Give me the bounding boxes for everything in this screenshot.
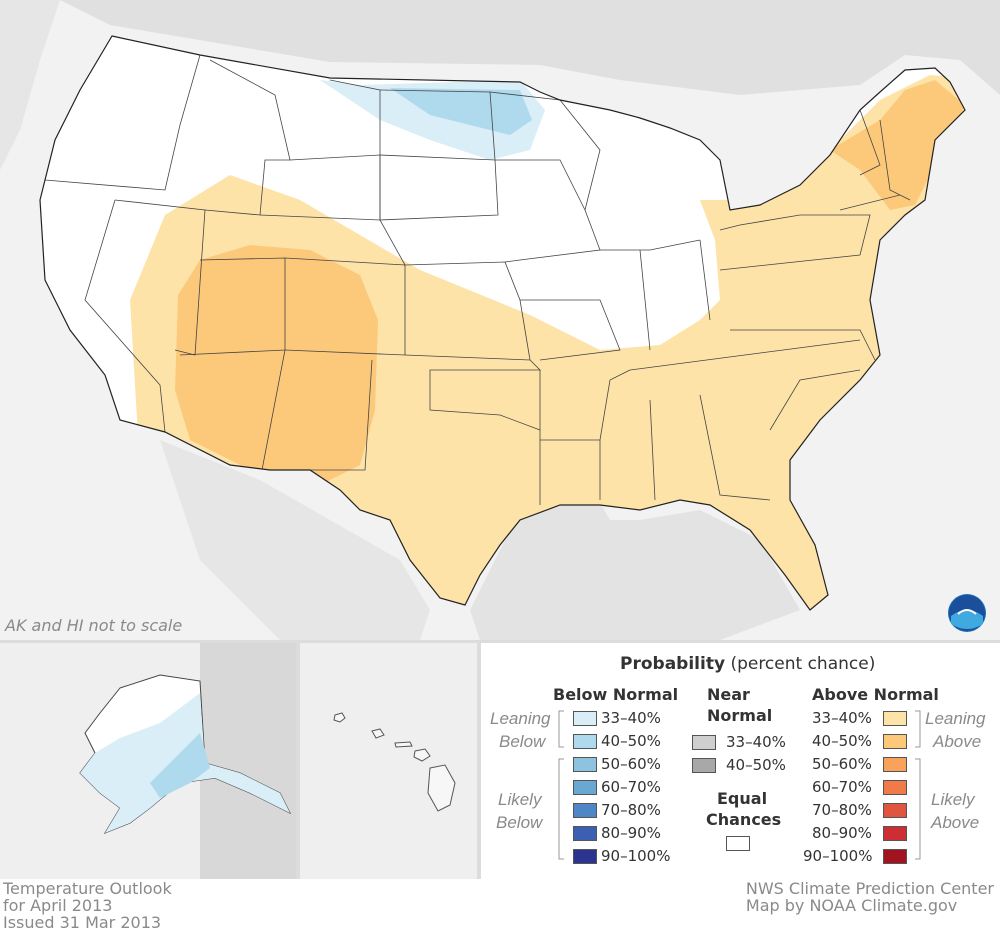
above-50-60-label: 50–60% bbox=[812, 755, 872, 773]
leaning-above-label-2: Above bbox=[933, 732, 982, 751]
outlook-title: Temperature Outlook bbox=[3, 879, 172, 898]
below-40-50-label: 40–50% bbox=[601, 732, 661, 750]
likely-above-region-northeast bbox=[830, 80, 965, 210]
swatch-equal-chances bbox=[726, 836, 750, 851]
map-scale-note: AK and HI not to scale bbox=[5, 616, 183, 635]
leaning-below-label-2: Below bbox=[499, 732, 546, 751]
above-normal-header: Above Normal bbox=[812, 685, 939, 704]
swatch-near-33-40 bbox=[692, 735, 716, 750]
legend-title-rest: (percent chance) bbox=[730, 654, 876, 674]
swatch-above-40-50 bbox=[883, 734, 907, 749]
swatch-below-80-90 bbox=[573, 826, 597, 841]
conus-map: AK and HI not to scale bbox=[0, 0, 1000, 640]
leaning-below-label-1: Leaning bbox=[490, 709, 551, 728]
hawaii-map-svg bbox=[333, 712, 456, 812]
equal-chances-label-2: Chances bbox=[706, 810, 782, 829]
near-normal-header-2: Normal bbox=[707, 706, 773, 725]
likely-below-label-1: Likely bbox=[498, 790, 542, 809]
leaning-above-label-1: Leaning bbox=[925, 709, 986, 728]
noaa-logo-icon bbox=[949, 595, 985, 631]
source-credit: NWS Climate Prediction Center bbox=[745, 879, 994, 898]
panel-divider bbox=[0, 640, 1000, 643]
hawaii-island-oahu bbox=[371, 728, 385, 739]
swatch-above-33-40 bbox=[883, 711, 907, 726]
swatch-near-40-50 bbox=[692, 758, 716, 773]
panel-divider bbox=[477, 643, 481, 879]
below-33-40-label: 33–40% bbox=[601, 709, 661, 727]
swatch-below-33-40 bbox=[573, 711, 597, 726]
issue-date: Issued 31 Mar 2013 bbox=[3, 913, 162, 932]
swatch-above-50-60 bbox=[883, 757, 907, 772]
hawaii-inset bbox=[300, 643, 477, 879]
likely-below-label-2: Below bbox=[496, 813, 543, 832]
near-40-50-label: 40–50% bbox=[726, 756, 786, 774]
panel-divider bbox=[296, 643, 300, 879]
equal-chances-label-1: Equal bbox=[717, 789, 768, 808]
conus-map-svg bbox=[0, 0, 1000, 640]
swatch-below-60-70 bbox=[573, 780, 597, 795]
below-90-100-label: 90–100% bbox=[601, 847, 671, 865]
swatch-above-60-70 bbox=[883, 780, 907, 795]
hawaii-island-maui bbox=[413, 748, 431, 762]
hawaii-island-kauai bbox=[333, 712, 346, 723]
noaa-logo bbox=[948, 594, 986, 632]
near-normal-header-1: Near bbox=[707, 685, 750, 704]
footer-right: NWS Climate Prediction Center Map by NOA… bbox=[746, 880, 994, 914]
below-70-80-label: 70–80% bbox=[601, 801, 661, 819]
near-33-40-label: 33–40% bbox=[726, 733, 786, 751]
above-60-70-label: 60–70% bbox=[812, 778, 872, 796]
legend: Probability (percent chance) Below Norma… bbox=[481, 643, 1000, 879]
legend-title-bold: Probability bbox=[620, 654, 726, 674]
swatch-below-90-100 bbox=[573, 849, 597, 864]
swatch-below-70-80 bbox=[573, 803, 597, 818]
hawaii-island-big bbox=[427, 764, 456, 812]
swatch-above-90-100 bbox=[883, 849, 907, 864]
map-credit: Map by NOAA Climate.gov bbox=[745, 896, 958, 915]
above-80-90-label: 80–90% bbox=[812, 824, 872, 842]
legend-brackets bbox=[558, 710, 921, 860]
above-90-100-label: 90–100% bbox=[803, 847, 873, 865]
above-40-50-label: 40–50% bbox=[812, 732, 872, 750]
footer-left: Temperature Outlook for April 2013 Issue… bbox=[3, 880, 172, 931]
swatch-above-80-90 bbox=[883, 826, 907, 841]
above-70-80-label: 70–80% bbox=[812, 801, 872, 819]
swatch-below-40-50 bbox=[573, 734, 597, 749]
legend-title: Probability (percent chance) bbox=[620, 654, 875, 674]
below-60-70-label: 60–70% bbox=[601, 778, 661, 796]
likely-above-label-2: Above bbox=[931, 813, 980, 832]
alaska-below-40-50 bbox=[150, 733, 210, 798]
swatch-above-70-80 bbox=[883, 803, 907, 818]
alaska-inset bbox=[0, 643, 296, 879]
below-normal-header: Below Normal bbox=[553, 685, 679, 704]
above-33-40-label: 33–40% bbox=[812, 709, 872, 727]
below-50-60-label: 50–60% bbox=[601, 755, 661, 773]
leaning-above-region-west bbox=[175, 245, 378, 485]
swatch-below-50-60 bbox=[573, 757, 597, 772]
likely-above-label-1: Likely bbox=[931, 790, 975, 809]
alaska-map-svg bbox=[79, 643, 296, 879]
hawaii-island-molokai bbox=[394, 741, 413, 748]
outlook-period: for April 2013 bbox=[3, 896, 113, 915]
below-80-90-label: 80–90% bbox=[601, 824, 661, 842]
below-40-50-region bbox=[390, 88, 532, 135]
